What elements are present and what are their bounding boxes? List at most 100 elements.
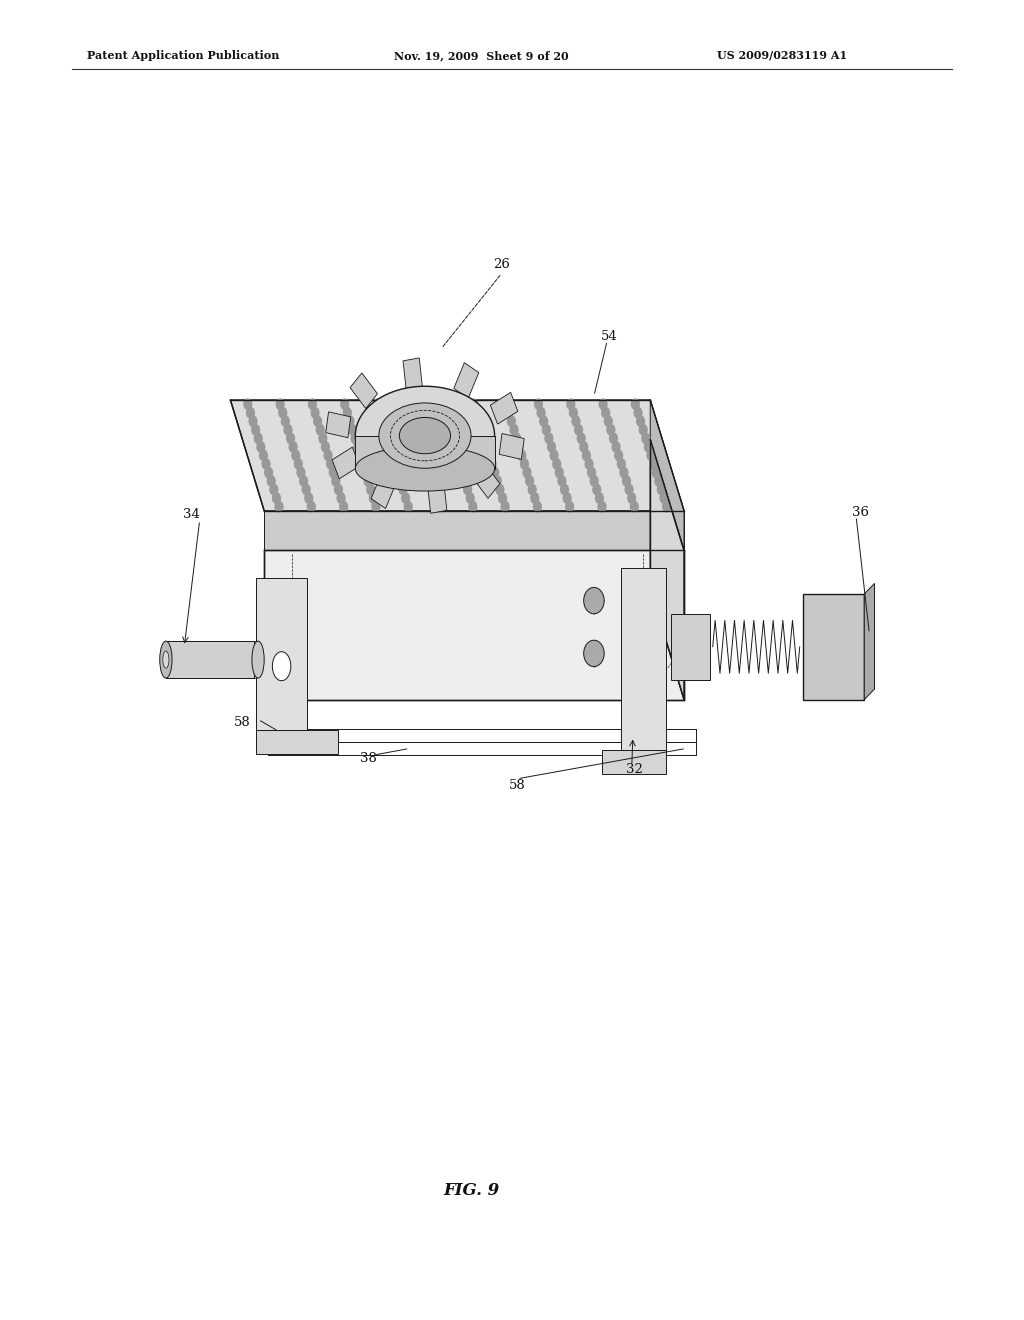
Circle shape xyxy=(345,416,354,428)
Circle shape xyxy=(472,407,481,418)
Circle shape xyxy=(601,407,610,418)
Circle shape xyxy=(584,587,604,614)
Circle shape xyxy=(609,433,618,445)
Circle shape xyxy=(437,399,446,411)
Circle shape xyxy=(582,449,591,462)
Circle shape xyxy=(606,424,615,436)
Circle shape xyxy=(562,492,571,504)
Circle shape xyxy=(301,483,310,495)
Circle shape xyxy=(565,500,574,512)
Circle shape xyxy=(490,466,500,478)
Circle shape xyxy=(380,424,389,436)
Circle shape xyxy=(604,416,613,428)
Circle shape xyxy=(308,399,317,411)
Ellipse shape xyxy=(355,424,495,487)
Circle shape xyxy=(315,424,325,436)
Circle shape xyxy=(404,399,414,411)
Circle shape xyxy=(498,492,507,504)
Circle shape xyxy=(254,433,263,445)
Circle shape xyxy=(463,483,472,495)
Circle shape xyxy=(466,492,475,504)
Circle shape xyxy=(634,407,643,418)
Circle shape xyxy=(415,433,424,445)
Circle shape xyxy=(630,500,639,512)
Polygon shape xyxy=(602,750,666,774)
Circle shape xyxy=(339,500,348,512)
Circle shape xyxy=(479,433,488,445)
Circle shape xyxy=(534,399,543,411)
Circle shape xyxy=(590,475,599,487)
Text: US 2009/0283119 A1: US 2009/0283119 A1 xyxy=(717,50,847,61)
Circle shape xyxy=(251,424,260,436)
Text: FIG. 9: FIG. 9 xyxy=(443,1183,499,1199)
Circle shape xyxy=(557,475,566,487)
Circle shape xyxy=(585,458,594,470)
Circle shape xyxy=(261,458,270,470)
Circle shape xyxy=(279,407,288,418)
Circle shape xyxy=(304,492,313,504)
Circle shape xyxy=(350,433,359,445)
Circle shape xyxy=(639,424,648,436)
Ellipse shape xyxy=(379,403,471,469)
Polygon shape xyxy=(256,730,338,754)
Circle shape xyxy=(428,475,437,487)
Circle shape xyxy=(636,416,645,428)
Circle shape xyxy=(571,416,581,428)
Circle shape xyxy=(383,433,392,445)
Circle shape xyxy=(259,449,268,462)
Polygon shape xyxy=(230,400,684,511)
Circle shape xyxy=(504,407,513,418)
Circle shape xyxy=(281,416,290,428)
Circle shape xyxy=(493,475,502,487)
Circle shape xyxy=(477,424,486,436)
Polygon shape xyxy=(499,433,524,459)
Circle shape xyxy=(388,449,397,462)
Circle shape xyxy=(393,466,402,478)
Polygon shape xyxy=(650,440,684,700)
Circle shape xyxy=(385,441,394,453)
Polygon shape xyxy=(454,363,479,399)
Polygon shape xyxy=(403,358,422,389)
Circle shape xyxy=(410,416,419,428)
Circle shape xyxy=(373,399,382,411)
Circle shape xyxy=(266,475,275,487)
Circle shape xyxy=(644,441,653,453)
Circle shape xyxy=(423,458,432,470)
Circle shape xyxy=(641,433,650,445)
Text: 58: 58 xyxy=(509,779,525,792)
Circle shape xyxy=(520,458,529,470)
Circle shape xyxy=(318,433,328,445)
Circle shape xyxy=(469,399,478,411)
Polygon shape xyxy=(332,447,359,479)
Ellipse shape xyxy=(399,417,451,454)
Circle shape xyxy=(530,492,540,504)
Polygon shape xyxy=(490,392,518,424)
Circle shape xyxy=(611,441,621,453)
Circle shape xyxy=(442,416,452,428)
Circle shape xyxy=(627,492,636,504)
Circle shape xyxy=(502,399,511,411)
Circle shape xyxy=(353,441,362,453)
Polygon shape xyxy=(326,412,351,438)
Circle shape xyxy=(587,466,596,478)
Circle shape xyxy=(269,483,279,495)
Circle shape xyxy=(337,492,346,504)
Circle shape xyxy=(439,407,449,418)
Circle shape xyxy=(453,449,462,462)
Circle shape xyxy=(560,483,569,495)
Circle shape xyxy=(662,500,671,512)
Circle shape xyxy=(408,407,417,418)
Circle shape xyxy=(364,475,373,487)
Circle shape xyxy=(598,399,607,411)
Text: 36: 36 xyxy=(852,506,868,519)
Circle shape xyxy=(275,399,285,411)
Circle shape xyxy=(426,466,435,478)
Ellipse shape xyxy=(355,387,495,484)
Polygon shape xyxy=(428,482,446,513)
Circle shape xyxy=(487,458,497,470)
Polygon shape xyxy=(621,568,666,750)
Circle shape xyxy=(331,475,340,487)
Text: 58: 58 xyxy=(234,715,251,729)
Circle shape xyxy=(447,433,457,445)
Circle shape xyxy=(577,433,586,445)
